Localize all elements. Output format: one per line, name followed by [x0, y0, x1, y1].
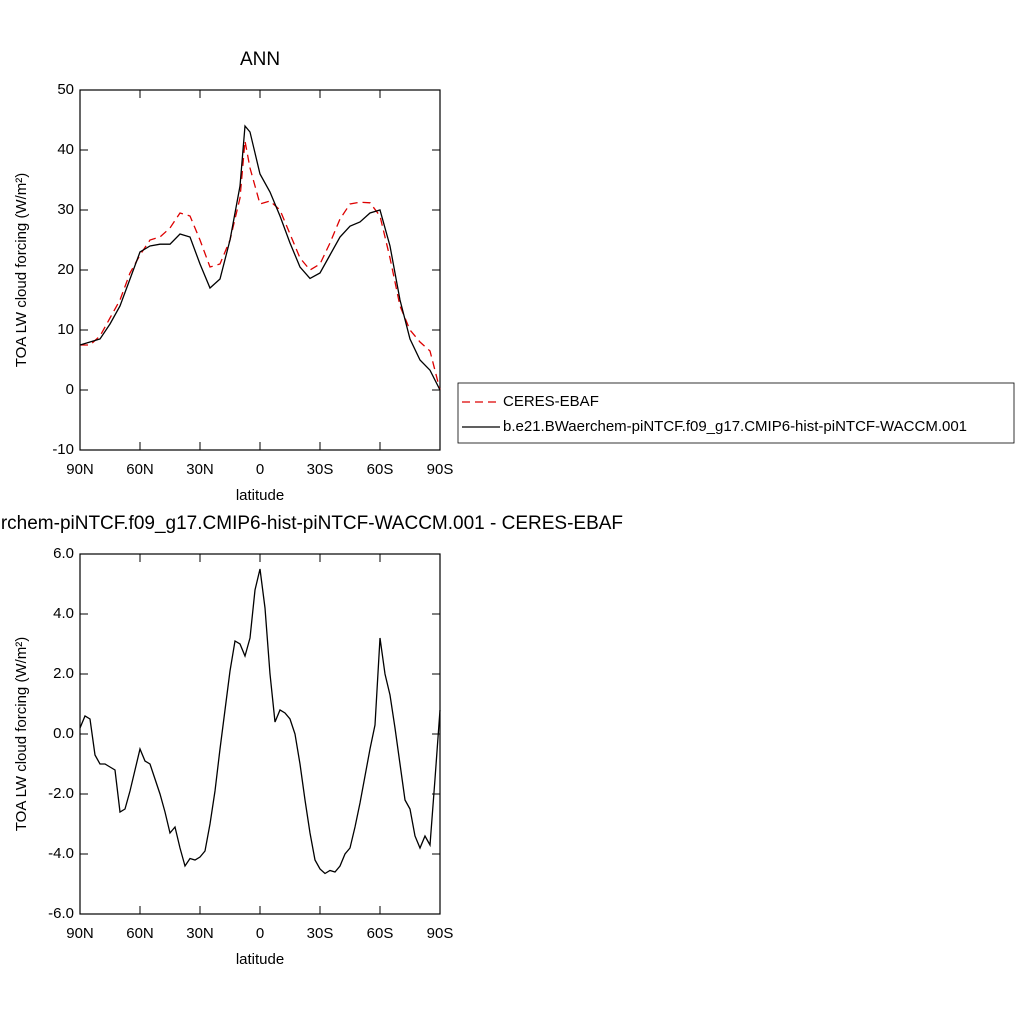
chart-title: b.e21.BWaerchem-piNTCF.f09_g17.CMIP6-his… [0, 513, 623, 534]
x-tick-label: 60S [367, 925, 394, 942]
y-tick-label: 40 [57, 141, 74, 158]
x-tick-label: 30S [307, 925, 334, 942]
x-tick-label: 90S [427, 461, 454, 478]
y-tick-label: 4.0 [53, 605, 74, 622]
x-tick-label: 30N [186, 461, 214, 478]
y-tick-label: -4.0 [48, 845, 74, 862]
y-tick-label: -10 [52, 441, 74, 458]
x-axis-label: latitude [236, 487, 284, 504]
legend-label: b.e21.BWaerchem-piNTCF.f09_g17.CMIP6-his… [503, 418, 967, 435]
y-tick-label: 10 [57, 321, 74, 338]
data-line [79, 568, 441, 875]
y-axis-label: TOA LW cloud forcing (W/m²) [13, 637, 30, 831]
legend-box [457, 382, 1015, 444]
data-line [80, 140, 441, 391]
x-tick-label: 0 [256, 461, 264, 478]
y-axis-label: TOA LW cloud forcing (W/m²) [13, 173, 30, 367]
y-tick-label: 2.0 [53, 665, 74, 682]
x-tick-label: 30S [307, 461, 334, 478]
x-tick-label: 30N [186, 925, 214, 942]
y-tick-label: 0.0 [53, 725, 74, 742]
y-tick-label: 0 [66, 381, 74, 398]
x-tick-label: 90N [66, 925, 94, 942]
y-tick-label: -2.0 [48, 785, 74, 802]
x-tick-label: 60N [126, 925, 154, 942]
y-tick-label: 6.0 [53, 545, 74, 562]
y-tick-label: 20 [57, 261, 74, 278]
x-axis-label: latitude [236, 951, 284, 968]
x-tick-label: 90N [66, 461, 94, 478]
x-tick-label: 60S [367, 461, 394, 478]
data-line [79, 124, 441, 391]
y-tick-label: 50 [57, 81, 74, 98]
legend-label: CERES-EBAF [503, 393, 599, 410]
x-tick-label: 0 [256, 925, 264, 942]
y-tick-label: -6.0 [48, 905, 74, 922]
chart-title: ANN [240, 49, 280, 70]
y-tick-label: 30 [57, 201, 74, 218]
x-tick-label: 60N [126, 461, 154, 478]
x-tick-label: 90S [427, 925, 454, 942]
plot-frame [79, 553, 441, 915]
